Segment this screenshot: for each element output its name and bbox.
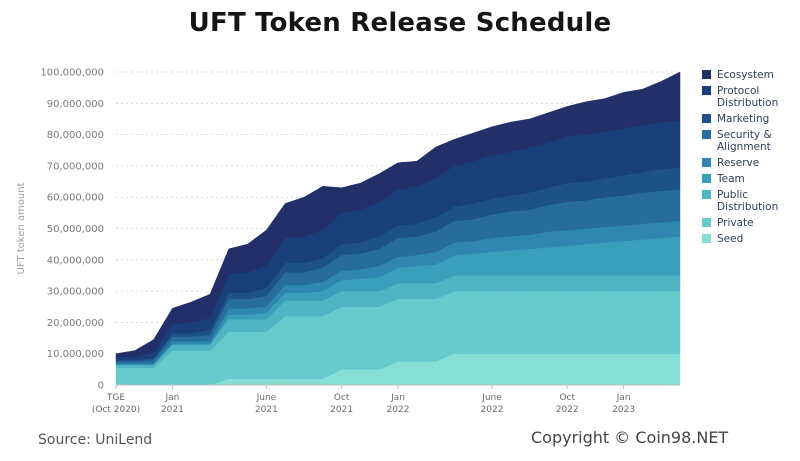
x-tick-label: Jan [164,393,179,403]
y-tick-label: 90,000,000 [47,99,104,110]
legend-swatch [702,218,711,227]
axes: 0 10,000,000 20,000,000 30,000,000 40,000,00… [16,68,680,415]
y-tick-label: 100,000,000 [40,68,104,79]
x-tick-label: June [256,393,277,403]
legend-item: Reserve [702,157,759,169]
legend-label: Distribution [717,201,778,213]
x-tick-label: 2022 [556,405,579,415]
legend-label: Team [716,173,745,185]
y-tick-label: 20,000,000 [47,318,104,329]
legend-label: Ecosystem [717,69,774,81]
x-tick-label: 2022 [387,405,410,415]
y-tick-label: 10,000,000 [47,349,104,360]
x-tick-label: 2021 [255,405,278,415]
legend-label: Security & [717,129,772,141]
legend-label: Protocol [717,85,759,97]
legend-swatch [702,234,711,243]
legend-label: Seed [717,233,743,245]
x-tick-label: (Oct 2020) [92,405,140,415]
legend-swatch [702,158,711,167]
y-tick-label: 0 [98,381,104,392]
x-tick-label: Oct [559,393,575,403]
x-tick-label: Oct [334,393,350,403]
legend-item: Security &Alignment [702,129,772,153]
y-axis-label: UFT token amount [16,182,27,274]
x-tick-label: 2022 [481,405,504,415]
y-tick-label: 80,000,000 [47,130,104,141]
legend-label: Public [717,189,748,201]
legend-swatch [702,174,711,183]
legend-swatch [702,190,711,199]
y-tick-label: 40,000,000 [47,255,104,266]
area-series [115,71,681,386]
legend-swatch [702,130,711,139]
legend-item: Team [702,173,745,185]
x-tick-label: 2021 [161,405,184,415]
legend-item: Marketing [702,113,769,125]
y-tick-label: 30,000,000 [47,287,104,298]
legend-item: Private [702,217,754,229]
source-note: Source: UniLend [38,432,153,448]
legend-swatch [702,70,711,79]
x-tick-label: 2021 [330,405,353,415]
legend-label: Marketing [717,113,769,125]
x-tick-label: TGE [106,393,125,403]
x-tick-label: June [481,393,502,403]
legend-label: Private [717,217,754,229]
legend-label: Reserve [717,157,759,169]
x-tick-label: 2023 [612,405,635,415]
legend: EcosystemProtocolDistributionMarketingSe… [702,69,778,245]
legend-swatch [702,86,711,95]
y-tick-label: 60,000,000 [47,193,104,204]
legend-label: Alignment [717,141,771,153]
copyright-note: Copyright © Coin98.NET [531,428,729,447]
y-tick-label: 50,000,000 [47,224,104,235]
legend-label: Distribution [717,97,778,109]
area-ecosystem [115,71,681,358]
legend-item: Seed [702,233,743,245]
x-tick-label: Jan [390,393,405,403]
legend-item: Ecosystem [702,69,774,81]
chart-title: UFT Token Release Schedule [188,8,612,38]
y-tick-label: 70,000,000 [47,161,104,172]
legend-swatch [702,114,711,123]
x-tick-label: Jan [616,393,631,403]
